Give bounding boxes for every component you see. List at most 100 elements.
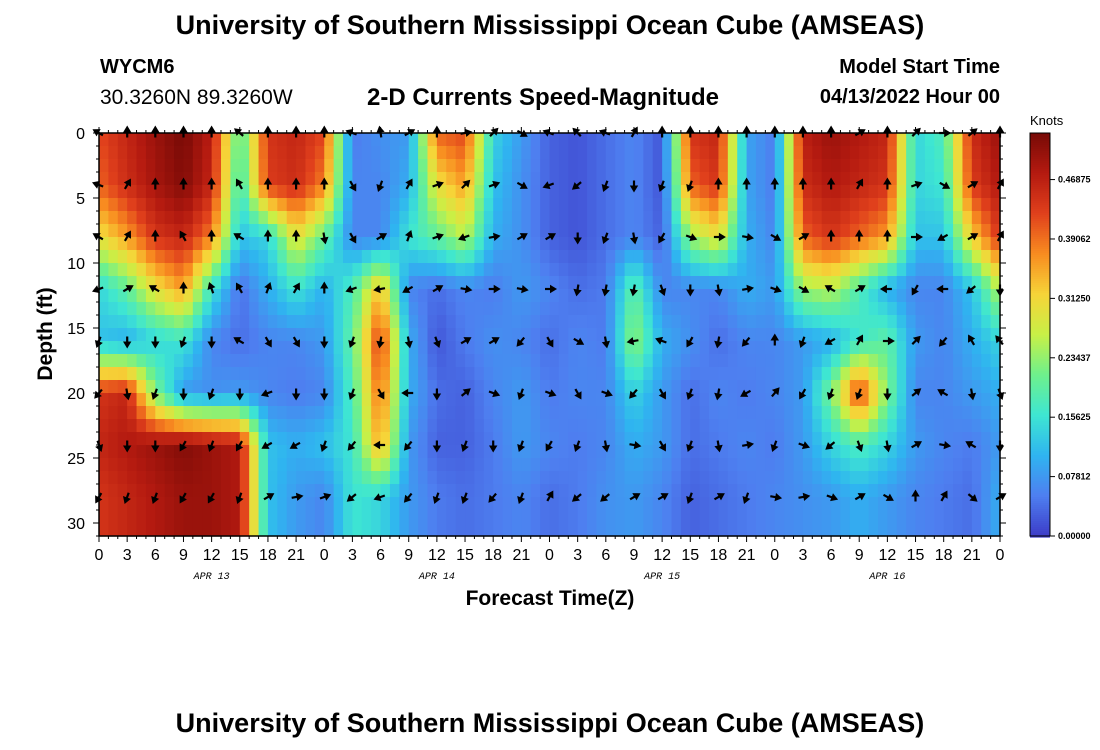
heatmap-cell bbox=[174, 315, 185, 329]
heatmap-cell bbox=[483, 133, 494, 147]
heatmap-cell bbox=[934, 133, 945, 147]
heatmap-cell bbox=[399, 133, 410, 147]
current-arrow bbox=[883, 229, 892, 242]
heatmap-cell bbox=[192, 133, 203, 147]
current-arrow bbox=[488, 337, 500, 345]
colorbar-segment bbox=[1030, 259, 1050, 262]
heatmap-cell bbox=[277, 510, 288, 524]
heatmap-cell bbox=[446, 185, 457, 199]
heatmap-cell bbox=[465, 289, 476, 303]
colorbar-segment bbox=[1030, 423, 1050, 426]
heatmap-cell bbox=[221, 328, 231, 342]
colorbar-segment bbox=[1030, 441, 1050, 444]
heatmap-cell bbox=[221, 445, 231, 459]
heatmap-cell bbox=[887, 224, 898, 238]
heatmap-cell bbox=[164, 354, 175, 368]
heatmap-cell bbox=[474, 224, 485, 238]
heatmap-cell bbox=[915, 276, 926, 290]
colorbar-segment bbox=[1030, 177, 1050, 180]
heatmap-cell bbox=[418, 263, 429, 277]
heatmap-cell bbox=[727, 497, 738, 511]
current-arrow bbox=[655, 336, 667, 345]
heatmap-cell bbox=[249, 250, 260, 264]
heatmap-cell bbox=[258, 224, 269, 238]
current-arrow bbox=[685, 233, 698, 242]
colorbar: 0.000000.078120.156250.234370.312500.390… bbox=[1029, 132, 1091, 541]
heatmap-cell bbox=[305, 393, 316, 407]
heatmap-cell bbox=[671, 185, 682, 199]
heatmap-cell bbox=[192, 211, 203, 225]
heatmap-cell bbox=[380, 354, 391, 368]
heatmap-cell bbox=[727, 523, 738, 537]
heatmap-cell bbox=[502, 263, 513, 277]
arrow-head bbox=[148, 285, 157, 293]
heatmap-cell bbox=[483, 458, 494, 472]
heatmap-cell bbox=[755, 289, 766, 303]
colorbar-segment bbox=[1030, 145, 1050, 148]
heatmap-cell bbox=[174, 354, 185, 368]
heatmap-cell bbox=[821, 211, 832, 225]
heatmap-cell bbox=[483, 172, 494, 186]
heatmap-cell bbox=[465, 159, 476, 173]
arrow-head bbox=[742, 496, 751, 504]
heatmap-cell bbox=[615, 523, 626, 537]
heatmap-cell bbox=[389, 328, 400, 342]
heatmap-cell bbox=[774, 471, 785, 485]
heatmap-cell bbox=[361, 458, 372, 472]
heatmap-cell bbox=[305, 133, 316, 147]
heatmap-cell bbox=[699, 237, 710, 251]
colorbar-segment bbox=[1030, 159, 1050, 162]
heatmap-cell bbox=[99, 315, 109, 329]
heatmap-cell bbox=[164, 523, 175, 537]
heatmap-cell bbox=[802, 393, 813, 407]
heatmap-cell bbox=[793, 133, 804, 147]
heatmap-cell bbox=[877, 211, 888, 225]
heatmap-cell bbox=[249, 380, 260, 394]
colorbar-segment bbox=[1030, 329, 1050, 332]
heatmap-cell bbox=[371, 224, 382, 238]
heatmap-cell bbox=[596, 276, 607, 290]
heatmap-cell bbox=[821, 146, 832, 160]
heatmap-cell bbox=[887, 289, 898, 303]
heatmap-cell bbox=[755, 510, 766, 524]
heatmap-cell bbox=[699, 432, 710, 446]
heatmap-cell bbox=[286, 224, 297, 238]
heatmap-cell bbox=[371, 406, 382, 420]
heatmap-cell bbox=[427, 198, 438, 212]
heatmap-cell bbox=[202, 354, 213, 368]
heatmap-cell bbox=[887, 198, 898, 212]
heatmap-cell bbox=[530, 302, 541, 316]
heatmap-cell bbox=[549, 263, 560, 277]
arrow-head bbox=[857, 285, 866, 293]
heatmap-cell bbox=[568, 146, 579, 160]
current-arrow bbox=[402, 285, 414, 293]
heatmap-cell bbox=[502, 315, 513, 329]
heatmap-cell bbox=[221, 237, 231, 251]
heatmap-cell bbox=[324, 237, 335, 251]
heatmap-cell bbox=[924, 224, 935, 238]
heatmap-cell bbox=[849, 250, 860, 264]
heatmap-cell bbox=[568, 302, 579, 316]
current-arrow bbox=[542, 181, 555, 190]
heatmap-cell bbox=[286, 328, 297, 342]
heatmap-cell bbox=[812, 406, 823, 420]
heatmap-cell bbox=[633, 471, 644, 485]
heatmap-cell bbox=[164, 510, 175, 524]
heatmap-cell bbox=[324, 406, 335, 420]
heatmap-cell bbox=[474, 146, 485, 160]
heatmap-cell bbox=[427, 458, 438, 472]
heatmap-cell bbox=[145, 172, 156, 186]
heatmap-cell bbox=[784, 367, 795, 381]
heatmap-cell bbox=[784, 341, 795, 355]
heatmap-cell bbox=[605, 523, 616, 537]
heatmap-cell bbox=[465, 237, 476, 251]
current-arrow bbox=[742, 233, 754, 242]
heatmap-cell bbox=[774, 315, 785, 329]
heatmap-cell bbox=[877, 484, 888, 498]
heatmap-cell bbox=[971, 276, 982, 290]
heatmap-cell bbox=[136, 510, 147, 524]
heatmap-cell bbox=[521, 419, 532, 433]
heatmap-cell bbox=[352, 185, 363, 199]
heatmap-cell bbox=[558, 497, 569, 511]
heatmap-cell bbox=[727, 224, 738, 238]
